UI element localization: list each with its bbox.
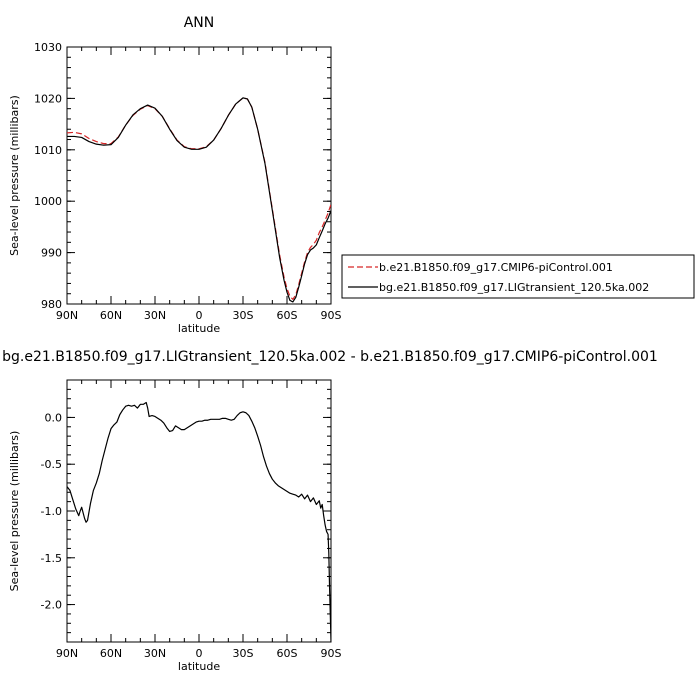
chart-title: bg.e21.B1850.f09_g17.LIGtransient_120.5k… xyxy=(2,349,658,365)
legend-label: b.e21.B1850.f09_g17.CMIP6-piControl.001 xyxy=(379,261,613,274)
x-tick-label: 30N xyxy=(144,647,166,660)
y-axis-label: Sea-level pressure (millibars) xyxy=(8,95,21,256)
x-axis-label: latitude xyxy=(178,660,220,673)
y-tick-label: 0.0 xyxy=(45,411,63,424)
y-tick-label: 1010 xyxy=(34,144,62,157)
x-tick-label: 60N xyxy=(100,309,122,322)
x-axis-label: latitude xyxy=(178,322,220,335)
x-tick-label: 60S xyxy=(277,647,298,660)
x-tick-label: 0 xyxy=(196,647,203,660)
x-tick-label: 30S xyxy=(233,647,254,660)
y-tick-label: 1030 xyxy=(34,41,62,54)
y-tick-label: -1.0 xyxy=(41,505,62,518)
x-tick-label: 0 xyxy=(196,309,203,322)
y-tick-label: 990 xyxy=(41,247,62,260)
bottom-panel: bg.e21.B1850.f09_g17.LIGtransient_120.5k… xyxy=(2,349,658,673)
x-tick-label: 90S xyxy=(321,647,342,660)
series-line xyxy=(67,97,331,303)
x-tick-label: 90S xyxy=(321,309,342,322)
x-tick-label: 60S xyxy=(277,309,298,322)
y-tick-label: -0.5 xyxy=(41,458,62,471)
y-tick-label: 1000 xyxy=(34,195,62,208)
legend-label: bg.e21.B1850.f09_g17.LIGtransient_120.5k… xyxy=(379,281,649,294)
y-tick-label: -2.0 xyxy=(41,599,62,612)
top-panel: ANN 90N 60N 30N 0 30S 60S 90S 980 990 1000 1010 1020… xyxy=(8,15,342,335)
x-tick-label: 30N xyxy=(144,309,166,322)
chart-title: ANN xyxy=(184,15,215,31)
y-axis-label: Sea-level pressure (millibars) xyxy=(8,431,21,592)
x-tick-label: 30S xyxy=(233,309,254,322)
y-tick-label: -1.5 xyxy=(41,552,62,565)
x-tick-label: 90N xyxy=(56,309,78,322)
x-tick-label: 60N xyxy=(100,647,122,660)
legend-box xyxy=(341,254,695,299)
legend: b.e21.B1850.f09_g17.CMIP6-piControl.001b… xyxy=(341,254,695,299)
series-line xyxy=(67,401,331,643)
x-tick-label: 90N xyxy=(56,647,78,660)
y-tick-label: 980 xyxy=(41,298,62,311)
y-tick-label: 1020 xyxy=(34,92,62,105)
